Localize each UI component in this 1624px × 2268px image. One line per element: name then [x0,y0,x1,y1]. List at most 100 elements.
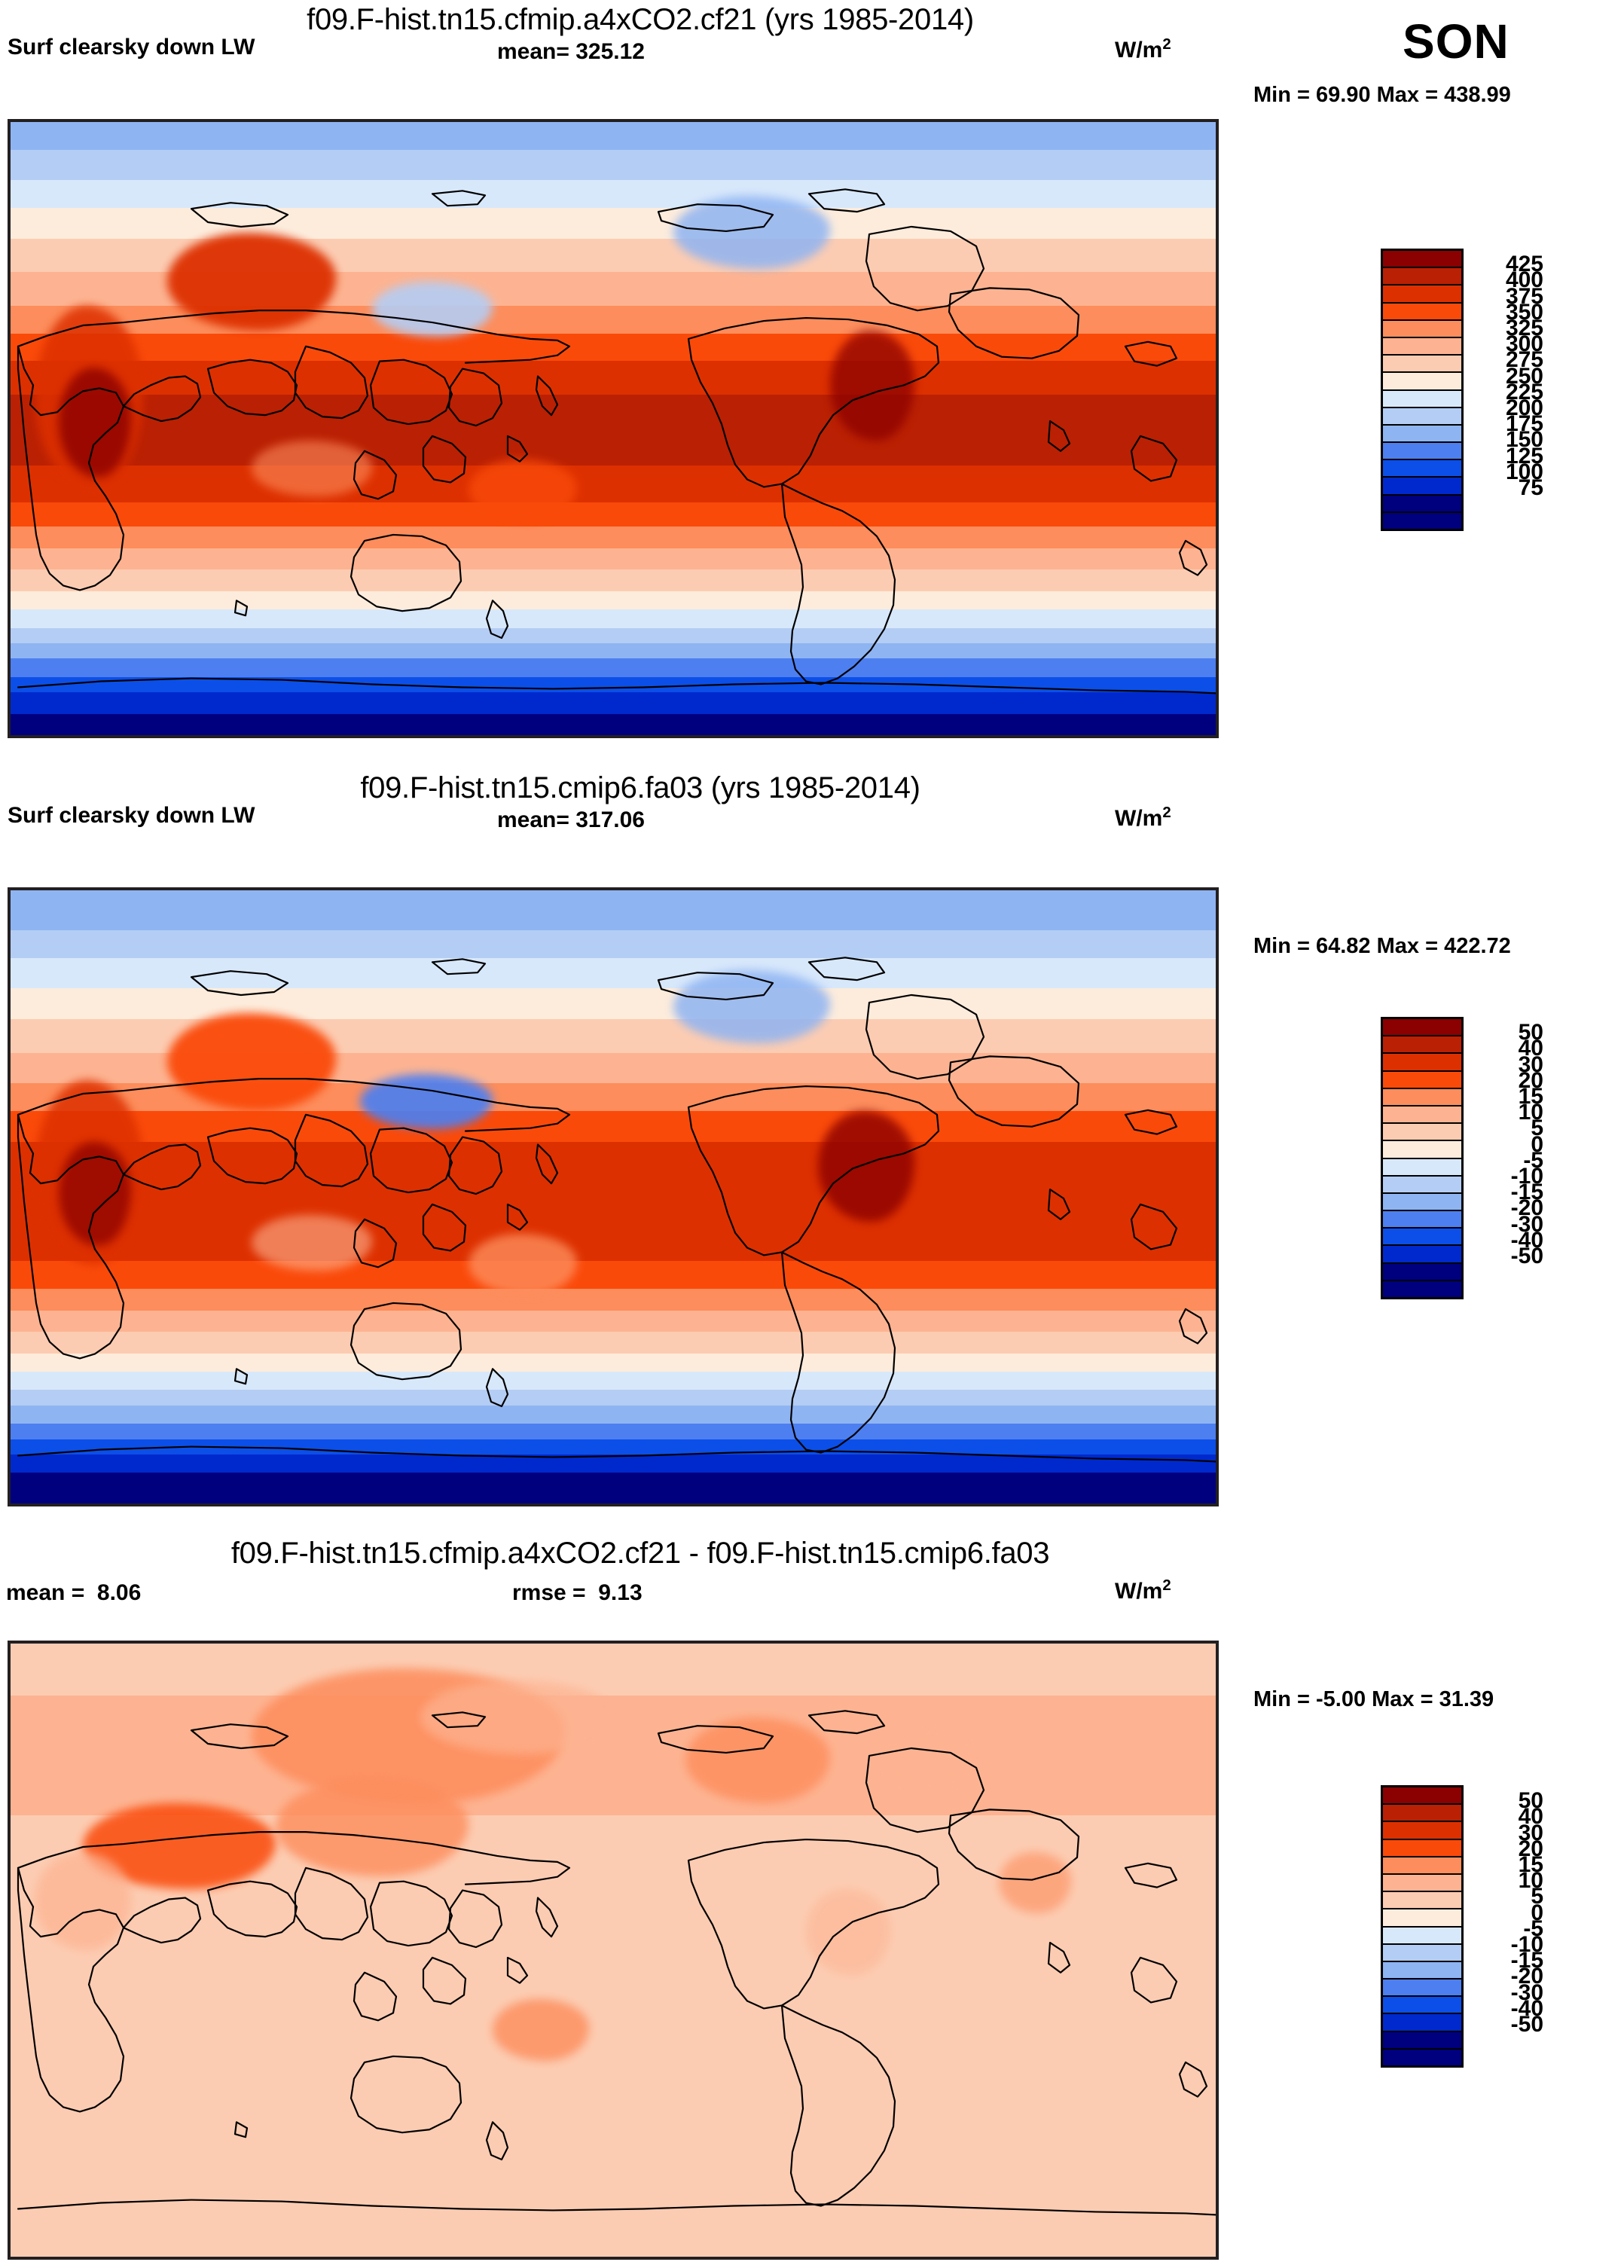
coastline-path [782,484,895,684]
contour-patch [469,1233,577,1296]
panel-2-map[interactable] [8,887,1219,1506]
colorbar-tick-label: -5 [1523,1147,1543,1173]
coastline-path [432,191,485,206]
coastline-path [782,1252,895,1452]
colorbar-tick-label: 375 [1505,283,1543,309]
colorbar-tick-label: 175 [1505,411,1543,437]
panel-3-contour-fill [11,1644,1216,2257]
panel-1-units: W/m2 [1115,36,1171,63]
coastline-path [371,1882,452,1946]
coastline-path [487,2122,508,2160]
panel-1-map[interactable] [8,119,1219,738]
contour-patch [276,1778,469,1877]
coastline-path [295,1115,368,1186]
colorbar-tick-label: 350 [1505,299,1543,325]
coastline-path [235,600,247,615]
coastline-path [191,1724,288,1748]
colorbar-tick-label: -20 [1510,1195,1543,1221]
coastline-path [487,1369,508,1406]
contour-patch [35,1851,131,1950]
panel-2-colorbar-swatches [1381,1017,1464,1299]
panel-2-mean: mean= 317.06 [497,807,645,832]
colorbar-tick-label: 425 [1505,252,1543,277]
colorbar-tick-label: 15 [1518,1084,1543,1109]
coastline-path [351,2056,461,2132]
colorbar-tick-label: 50 [1518,1020,1543,1045]
coastline-path [949,288,1079,358]
coastline-path [423,436,466,483]
coastline-path [866,227,984,310]
coastline-path [658,204,773,231]
colorbar-tick-label: 10 [1518,1100,1543,1125]
coastline-path [449,1891,502,1947]
colorbar-tick-label: -10 [1510,1932,1543,1957]
coastline-path [208,1882,297,1937]
panel-1-coastlines [11,122,1216,735]
coastline-path [1049,1943,1070,1973]
coastline-path [536,1145,557,1184]
coastline-path [949,1809,1079,1879]
coastline-path [487,600,508,638]
coastline-path [208,360,297,415]
colorbar-tick-label: -30 [1510,1211,1543,1237]
colorbar-tick-label: 30 [1518,1052,1543,1077]
contour-patch [167,1012,336,1112]
panel-2-coastlines [11,890,1216,1503]
contour-patch [360,1074,493,1130]
contour-patch [878,1729,975,1791]
contour-patch [673,195,830,270]
panel-1-contour-fill [11,122,1216,735]
panel-3-coastlines [11,1644,1216,2257]
coastline-path [208,1128,297,1183]
coastline-path [351,1303,461,1379]
colorbar-tick-label: -20 [1510,1964,1543,1989]
coastline-path [688,1086,939,1255]
panel-3-colorbar-swatches [1381,1785,1464,2068]
colorbar-tick-label: -30 [1510,1980,1543,2005]
colorbar-tick-label: 10 [1518,1868,1543,1894]
panel-2-minmax: Min = 64.82 Max = 422.72 [1253,934,1511,958]
coastline-path [1131,1204,1177,1250]
coastline-path [809,1711,884,1733]
coastline-path [295,1868,368,1940]
coastline-path [449,369,502,426]
colorbar-tick-label: 40 [1518,1804,1543,1830]
colorbar-tick-label: 0 [1531,1131,1543,1157]
panel-3-rmse: rmse = 9.13 [512,1580,643,1605]
season-label: SON [1403,14,1510,69]
coastline-path [1180,1309,1207,1344]
coastline-path [18,346,124,591]
coastline-path [536,1898,557,1937]
coastline-path [688,318,939,487]
coastline-path [866,995,984,1079]
coastline-path [782,2005,895,2205]
coastline-path [1125,1864,1177,1888]
colorbar-tick-label: 150 [1505,427,1543,453]
coastline-path [508,1204,527,1230]
contour-patch [252,441,372,496]
panel-1-minmax: Min = 69.90 Max = 438.99 [1253,83,1511,107]
colorbar-tick-label: 250 [1505,363,1543,389]
colorbar-tick-label: -50 [1510,1244,1543,1268]
panel-2-units: W/m2 [1115,804,1171,831]
coastline-path [371,360,452,424]
coastline-path [1049,421,1070,451]
colorbar-tick-label: 15 [1518,1852,1543,1877]
coastline-path [1180,541,1207,575]
coastline-path [124,1898,200,1943]
coastline-path [866,1748,984,1832]
coastline-path [1049,1189,1070,1219]
colorbar-tick-label: -15 [1510,1948,1543,1973]
contour-patch [999,1851,1071,1914]
coastline-path [809,957,884,980]
coastline-path [124,1145,200,1190]
coastline-path [658,972,773,1000]
contour-patch [59,367,131,478]
coastline-path [18,1115,124,1359]
panel-3-minmax: Min = -5.00 Max = 31.39 [1253,1687,1494,1711]
panel-1-mean: mean= 325.12 [497,39,645,64]
colorbar-tick-label: 200 [1505,395,1543,420]
colorbar-tick-label: 100 [1505,459,1543,484]
colorbar-tick-label: 275 [1505,347,1543,373]
panel-3-map[interactable] [8,1641,1219,2260]
